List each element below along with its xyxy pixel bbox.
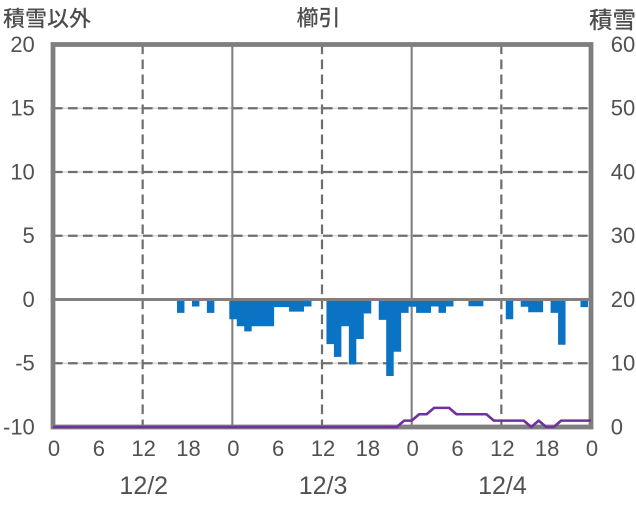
- svg-text:0: 0: [586, 436, 598, 461]
- svg-text:18: 18: [535, 436, 559, 461]
- svg-text:12: 12: [311, 436, 335, 461]
- svg-text:0: 0: [23, 287, 35, 312]
- svg-text:20: 20: [10, 32, 34, 57]
- svg-text:12/3: 12/3: [299, 472, 348, 500]
- svg-text:10: 10: [611, 351, 635, 376]
- svg-text:20: 20: [611, 287, 635, 312]
- svg-text:50: 50: [611, 96, 635, 121]
- svg-text:12/4: 12/4: [478, 472, 527, 500]
- svg-text:15: 15: [10, 96, 34, 121]
- svg-text:40: 40: [611, 159, 635, 184]
- svg-text:5: 5: [23, 223, 35, 248]
- svg-text:0: 0: [611, 414, 623, 439]
- svg-text:30: 30: [611, 223, 635, 248]
- svg-text:12/2: 12/2: [119, 472, 168, 500]
- svg-text:12: 12: [131, 436, 155, 461]
- svg-text:18: 18: [176, 436, 200, 461]
- svg-text:60: 60: [611, 32, 635, 57]
- svg-text:6: 6: [272, 436, 284, 461]
- svg-text:6: 6: [93, 436, 105, 461]
- svg-text:-5: -5: [15, 351, 35, 376]
- svg-text:6: 6: [451, 436, 463, 461]
- svg-text:0: 0: [48, 436, 60, 461]
- svg-text:-10: -10: [3, 414, 35, 439]
- svg-text:12: 12: [490, 436, 514, 461]
- svg-text:0: 0: [407, 436, 419, 461]
- svg-text:10: 10: [10, 159, 34, 184]
- svg-text:18: 18: [356, 436, 380, 461]
- svg-text:0: 0: [227, 436, 239, 461]
